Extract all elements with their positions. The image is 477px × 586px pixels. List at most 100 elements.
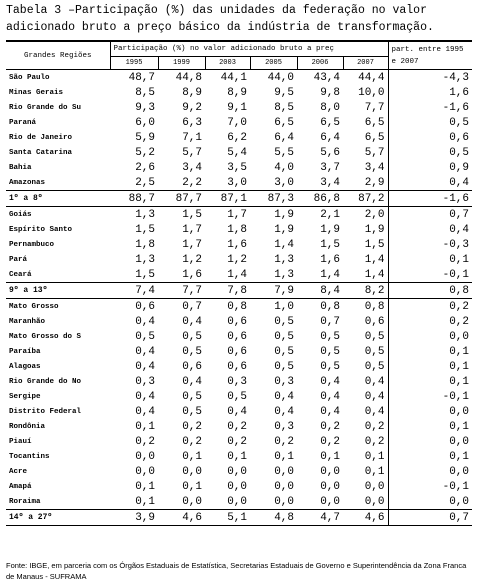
row: Mato Grosso 0,6 0,7 0,8 1,0 0,8 0,8 0,2 — [6, 298, 473, 314]
value-cell: 0,1 — [227, 450, 247, 463]
value-cell: 0,5 — [320, 330, 340, 343]
total-row: 14º a 27º 3,9 4,6 5,1 4,8 4,7 4,6 0,7 — [6, 509, 473, 526]
value-cell: 0,5 — [274, 315, 294, 328]
value-cell: 1,6 — [387, 85, 473, 100]
value-cell: 8,9 — [227, 86, 247, 99]
value-cell: 0,2 — [227, 435, 247, 448]
value-cell: 3,4 — [182, 161, 202, 174]
value-cell: 0,4 — [274, 390, 294, 403]
row: Sergipe 0,4 0,5 0,5 0,4 0,4 0,4 -0,1 — [6, 389, 473, 404]
row: Bahia 2,6 3,4 3,5 4,0 3,7 3,4 0,9 — [6, 160, 473, 175]
region-name: 1º a 8º — [6, 190, 110, 207]
value-cell: 0,0 — [320, 480, 340, 493]
value-cell: 0,4 — [387, 222, 473, 237]
row: Amazonas 2,5 2,2 3,0 3,0 3,4 2,9 0,4 — [6, 175, 473, 191]
value-cell: 0,0 — [387, 329, 473, 344]
value-cell: 0,5 — [227, 390, 247, 403]
value-cell: 9,5 — [274, 86, 294, 99]
row: Pernambuco 1,8 1,7 1,6 1,4 1,5 1,5 -0,3 — [6, 237, 473, 252]
value-cell: -0,1 — [387, 267, 473, 283]
value-cell: 0,7 — [387, 206, 473, 222]
value-cell: 5,5 — [274, 146, 294, 159]
value-cell: 1,9 — [364, 223, 385, 236]
region-name: Rondônia — [9, 422, 46, 431]
value-cell: 4,6 — [343, 509, 389, 526]
value-cell: 6,5 — [320, 116, 340, 129]
value-cell: 1,5 — [182, 208, 202, 221]
value-cell: 3,4 — [364, 161, 385, 174]
value-cell: 5,4 — [227, 146, 247, 159]
value-cell: 43,4 — [313, 71, 340, 84]
value-cell: 7,7 — [364, 101, 385, 114]
value-cell: 0,4 — [182, 375, 202, 388]
value-cell: 0,5 — [320, 345, 340, 358]
value-cell: 88,7 — [110, 190, 158, 207]
value-cell: 87,7 — [158, 190, 205, 207]
value-cell: 0,7 — [387, 509, 473, 526]
value-cell: 4,8 — [250, 509, 297, 526]
value-cell: -0,3 — [387, 237, 473, 252]
value-cell: 4,6 — [158, 509, 205, 526]
row: Santa Catarina 5,2 5,7 5,4 5,5 5,6 5,7 0,5 — [6, 145, 473, 160]
value-cell: 0,4 — [135, 390, 155, 403]
value-cell: 8,4 — [297, 282, 343, 299]
value-cell: 0,3 — [274, 375, 294, 388]
value-cell: 1,7 — [227, 208, 247, 221]
participation-header: Participação (%) no valor adicionado bru… — [109, 40, 389, 57]
value-cell: 0,5 — [320, 360, 340, 373]
value-cell: 3,0 — [274, 176, 294, 189]
value-cell: 0,4 — [364, 375, 385, 388]
region-name: Bahia — [9, 163, 32, 172]
value-cell: 0,4 — [135, 360, 155, 373]
value-cell: 2,5 — [135, 176, 155, 189]
row: Acre 0,0 0,0 0,0 0,0 0,0 0,1 0,0 — [6, 464, 473, 479]
region-name: Mato Grosso — [9, 302, 59, 311]
value-cell: 87,3 — [250, 190, 297, 207]
value-cell: 0,5 — [274, 345, 294, 358]
value-cell: 4,7 — [297, 509, 343, 526]
value-cell: 0,5 — [182, 390, 202, 403]
value-cell: 0,4 — [227, 405, 247, 418]
region-header: Grandes Regiões — [6, 40, 110, 70]
value-cell: 1,4 — [274, 238, 294, 251]
value-cell: 0,1 — [182, 480, 202, 493]
value-cell: 1,9 — [320, 223, 340, 236]
region-name: São Paulo — [9, 73, 50, 82]
region-name: Rio Grande do No — [9, 377, 82, 386]
value-cell: 0,5 — [274, 330, 294, 343]
region-name: Distrito Federal — [9, 407, 82, 416]
value-cell: 3,0 — [227, 176, 247, 189]
table: Grandes Regiões Participação (%) no valo… — [6, 40, 473, 526]
value-cell: 4,0 — [274, 161, 294, 174]
value-cell: 0,6 — [227, 315, 247, 328]
value-cell: 0,4 — [135, 345, 155, 358]
total-row: 9º a 13º 7,4 7,7 7,8 7,9 8,4 8,2 0,8 — [6, 282, 473, 299]
region-name: Amapá — [9, 482, 32, 491]
value-cell: 10,0 — [358, 86, 385, 99]
value-cell: 0,4 — [135, 315, 155, 328]
row: Roraima 0,1 0,0 0,0 0,0 0,0 0,0 0,0 — [6, 494, 473, 510]
value-cell: 44,0 — [267, 71, 294, 84]
value-cell: 0,4 — [320, 390, 340, 403]
region-name: Amazonas — [9, 178, 46, 187]
region-name: Sergipe — [9, 392, 41, 401]
value-cell: 0,6 — [227, 345, 247, 358]
row: Alagoas 0,4 0,6 0,6 0,5 0,5 0,5 0,1 — [6, 359, 473, 374]
value-cell: 0,1 — [364, 465, 385, 478]
value-cell: 6,0 — [135, 116, 155, 129]
change-header: part. entre 1995 e 2007 — [387, 40, 473, 70]
value-cell: 6,3 — [182, 116, 202, 129]
value-cell: 86,8 — [297, 190, 343, 207]
year-header: 1995 — [109, 56, 158, 70]
value-cell: 2,9 — [364, 176, 385, 189]
value-cell: 0,1 — [135, 420, 155, 433]
region-name: Minas Gerais — [9, 88, 64, 97]
region-name: 14º a 27º — [6, 509, 110, 526]
value-cell: 5,9 — [135, 131, 155, 144]
value-cell: 0,5 — [182, 405, 202, 418]
value-cell: 0,0 — [182, 465, 202, 478]
value-cell: 0,1 — [387, 359, 473, 374]
value-cell: 9,3 — [135, 101, 155, 114]
value-cell: 0,4 — [364, 390, 385, 403]
value-cell: 2,1 — [320, 208, 340, 221]
